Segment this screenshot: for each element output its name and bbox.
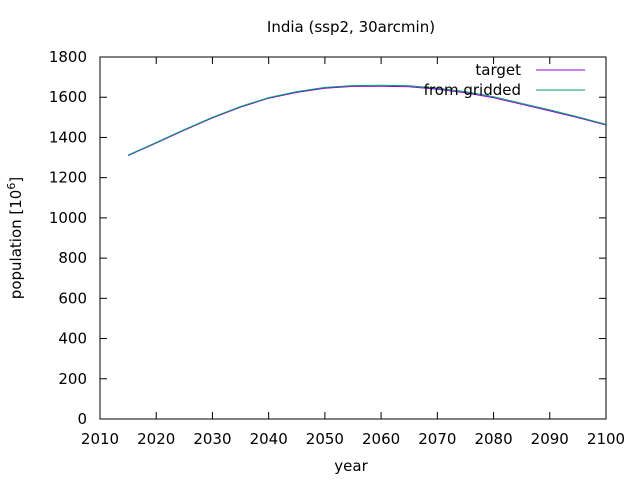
x-tick-label: 2060 <box>362 430 400 448</box>
y-tick-label: 400 <box>58 330 87 348</box>
y-tick-label: 1400 <box>49 128 87 146</box>
x-axis: 2010 2020 2030 2040 2050 2060 2070 2080 2090 2100 <box>81 57 625 448</box>
y-tick-label: 200 <box>58 370 87 388</box>
y-tick-label: 1200 <box>49 169 87 187</box>
y-tick-label: 1600 <box>49 88 87 106</box>
x-tick-label: 2070 <box>418 430 456 448</box>
y-tick-label: 1000 <box>49 209 87 227</box>
y-axis: 0 200 400 600 800 1000 1200 1400 1600 1800 <box>49 48 606 428</box>
x-tick-label: 2080 <box>474 430 512 448</box>
y-tick-label: 0 <box>77 410 87 428</box>
legend: target from gridded <box>424 61 585 99</box>
y-tick-label: 1800 <box>49 48 87 66</box>
legend-label: target <box>475 61 521 79</box>
x-tick-label: 2020 <box>137 430 175 448</box>
chart-title: India (ssp2, 30arcmin) <box>267 18 435 36</box>
y-axis-label-close: ] <box>7 177 25 183</box>
y-axis-label: population [106] <box>5 177 25 299</box>
series-lines <box>127 84 607 156</box>
x-tick-label: 2030 <box>193 430 231 448</box>
x-tick-label: 2090 <box>531 430 569 448</box>
x-tick-label: 2050 <box>306 430 344 448</box>
x-tick-label: 2100 <box>587 430 625 448</box>
x-axis-label: year <box>334 457 368 475</box>
plot-frame <box>99 56 607 420</box>
x-tick-label: 2010 <box>81 430 119 448</box>
legend-label: from gridded <box>424 81 521 99</box>
series-line-target <box>127 85 607 156</box>
x-tick-label: 2040 <box>250 430 288 448</box>
y-axis-label-base: population [10 <box>7 190 25 300</box>
series-line-from-gridded <box>127 84 607 156</box>
y-axis-label-exponent: 6 <box>5 183 18 190</box>
y-tick-label: 800 <box>58 249 87 267</box>
y-tick-label: 600 <box>58 289 87 307</box>
